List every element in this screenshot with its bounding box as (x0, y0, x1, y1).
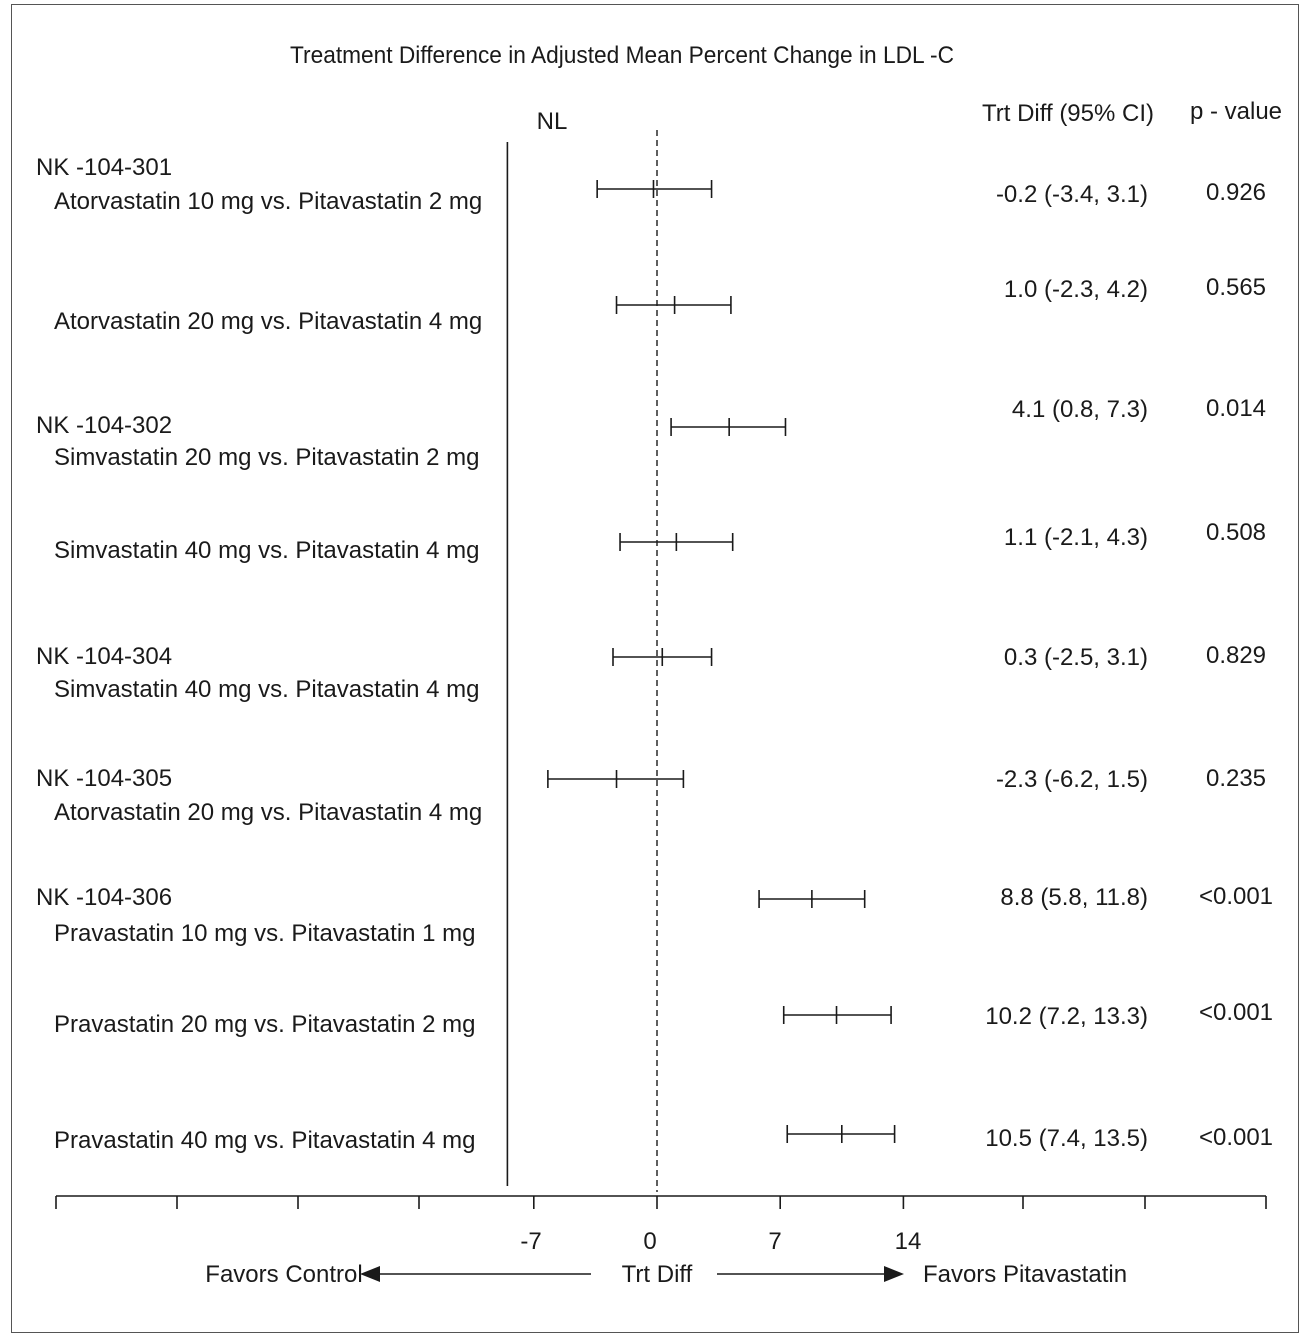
x-axis: -7 0 7 14 (55, 1195, 1267, 1255)
estimate-ci-text: 0.3 (-2.5, 3.1) (1004, 644, 1148, 671)
x-axis-label: Trt Diff (622, 1261, 693, 1288)
right-arrow-head (884, 1266, 904, 1282)
study-label: NK -104-301 (36, 154, 172, 181)
p-value-text: 0.235 (1206, 765, 1266, 792)
x-tick-label: -7 (520, 1228, 541, 1255)
reference-line-label: NL (537, 108, 568, 135)
comparison-label: Simvastatin 20 mg vs. Pitavastatin 2 mg (54, 444, 480, 471)
p-value-text: 0.926 (1206, 179, 1266, 206)
forest-rows: NK -104-301 Atorvastatin 10 mg vs. Pitava… (36, 130, 1273, 1192)
estimate-ci-text: 4.1 (0.8, 7.3) (1012, 396, 1148, 423)
forest-row: Atorvastatin 20 mg vs. Pitavastatin 4 mg… (54, 274, 1266, 335)
favors-pitavastatin-label: Favors Pitavastatin (923, 1261, 1127, 1288)
forest-row: NK -104-304 Simvastatin 40 mg vs. Pitavas… (36, 642, 1266, 703)
estimate-ci-text: -2.3 (-6.2, 1.5) (996, 766, 1148, 793)
estimate-ci-text: 10.5 (7.4, 13.5) (985, 1125, 1148, 1152)
comparison-label: Atorvastatin 20 mg vs. Pitavastatin 4 mg (54, 799, 482, 826)
estimate-ci-text: 1.1 (-2.1, 4.3) (1004, 524, 1148, 551)
forest-row: NK -104-305 Atorvastatin 20 mg vs. Pitava… (36, 765, 1266, 826)
forest-row: Simvastatin 40 mg vs. Pitavastatin 4 mg 1… (54, 519, 1266, 564)
estimate-ci-text: 10.2 (7.2, 13.3) (985, 1003, 1148, 1030)
left-arrow-head (360, 1266, 380, 1282)
p-value-text: <0.001 (1199, 1124, 1273, 1151)
study-label: NK -104-306 (36, 884, 172, 911)
forest-row: NK -104-301 Atorvastatin 10 mg vs. Pitava… (36, 154, 1266, 215)
estimate-ci-text: 8.8 (5.8, 11.8) (1000, 884, 1148, 911)
estimate-ci-text: -0.2 (-3.4, 3.1) (996, 181, 1148, 208)
p-value-text: 0.829 (1206, 642, 1266, 669)
x-tick-label: 0 (643, 1228, 656, 1255)
p-value-text: 0.508 (1206, 519, 1266, 546)
column-header-estimate: Trt Diff (95% CI) (982, 100, 1154, 127)
study-label: NK -104-304 (36, 643, 172, 670)
column-header-pvalue: p - value (1190, 98, 1282, 125)
x-tick-label: 14 (895, 1228, 922, 1255)
p-value-text: <0.001 (1199, 883, 1273, 910)
forest-row: Pravastatin 40 mg vs. Pitavastatin 4 mg 1… (54, 1124, 1273, 1154)
forest-row: NK -104-306 Pravastatin 10 mg vs. Pitavas… (36, 883, 1273, 947)
comparison-label: Pravastatin 40 mg vs. Pitavastatin 4 mg (54, 1127, 476, 1154)
comparison-label: Atorvastatin 20 mg vs. Pitavastatin 4 mg (54, 308, 482, 335)
comparison-label: Simvastatin 40 mg vs. Pitavastatin 4 mg (54, 537, 480, 564)
forest-row: NK -104-302 Simvastatin 20 mg vs. Pitavas… (36, 395, 1266, 471)
chart-title: Treatment Difference in Adjusted Mean Pe… (290, 42, 954, 69)
forest-row: Pravastatin 20 mg vs. Pitavastatin 2 mg 1… (54, 999, 1273, 1038)
p-value-text: 0.014 (1206, 395, 1266, 422)
comparison-label: Simvastatin 40 mg vs. Pitavastatin 4 mg (54, 676, 480, 703)
comparison-label: Pravastatin 20 mg vs. Pitavastatin 2 mg (54, 1011, 476, 1038)
favors-control-label: Favors Control (205, 1261, 362, 1288)
estimate-ci-text: 1.0 (-2.3, 4.2) (1004, 276, 1148, 303)
figure-frame (11, 4, 1299, 1333)
x-tick-label: 7 (768, 1228, 781, 1255)
comparison-label: Atorvastatin 10 mg vs. Pitavastatin 2 mg (54, 188, 482, 215)
comparison-label: Pravastatin 10 mg vs. Pitavastatin 1 mg (54, 920, 476, 947)
study-label: NK -104-305 (36, 765, 172, 792)
p-value-text: 0.565 (1206, 274, 1266, 301)
study-label: NK -104-302 (36, 412, 172, 439)
p-value-text: <0.001 (1199, 999, 1273, 1026)
